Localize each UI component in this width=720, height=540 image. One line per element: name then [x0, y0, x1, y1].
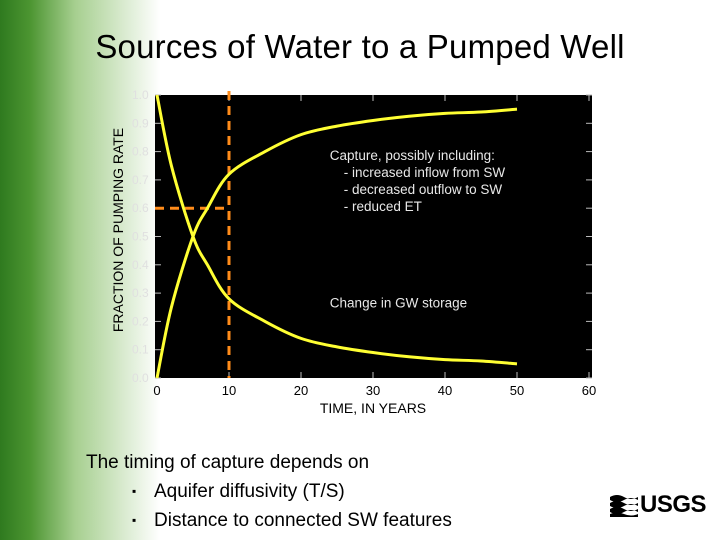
x-tick-label: 50: [510, 383, 524, 398]
x-ticks: 0 10 20 30 40 50 60: [153, 95, 596, 398]
y-tick-label: 0.2: [132, 314, 149, 328]
y-tick-label: 0.5: [132, 230, 149, 244]
y-tick-label: 0.4: [132, 258, 149, 272]
annotations: Capture, possibly including: - increased …: [330, 148, 506, 310]
y-ticks: 0.0 0.1 0.2 0.3 0.4 0.5 0.6 0.7 0.8 0.9 1.0: [132, 88, 592, 385]
x-tick-label: 30: [366, 383, 380, 398]
series-line-1: [155, 107, 518, 379]
y-tick-label: 0.3: [132, 286, 149, 300]
bullet-item-diffusivity: ▪ Aquifer diffusivity (T/S): [86, 477, 452, 506]
bullet-square-icon: ▪: [132, 484, 137, 498]
bullet-text: Distance to connected SW features: [154, 510, 452, 531]
annotation-line: - increased inflow from SW: [344, 165, 506, 180]
bottom-heading: The timing of capture depends on: [86, 452, 370, 473]
x-tick-label: 0: [153, 383, 160, 398]
slide-title: Sources of Water to a Pumped Well: [95, 28, 625, 65]
plot-background: [155, 95, 592, 378]
annotation-line: Capture, possibly including:: [330, 148, 495, 163]
usgs-logo: USGS: [610, 488, 707, 522]
x-tick-label: 10: [222, 383, 236, 398]
y-tick-label: 0.9: [132, 116, 149, 130]
y-tick-label: 0.8: [132, 145, 149, 159]
bullet-text: Aquifer diffusivity (T/S): [154, 481, 345, 502]
annotation-1: Capture, possibly including: - increased …: [330, 148, 506, 214]
bullet-item-distance: ▪ Distance to connected SW features: [86, 506, 452, 535]
y-tick-label: 1.0: [132, 88, 149, 102]
x-axis-label: TIME, IN YEARS: [320, 400, 426, 416]
y-tick-label: 0.7: [132, 173, 149, 187]
annotation-line: - reduced ET: [344, 199, 422, 214]
annotation-line: - decreased outflow to SW: [344, 182, 503, 197]
y-tick-label: 0.0: [132, 371, 149, 385]
annotation-line: Change in GW storage: [330, 295, 467, 310]
usgs-wave-icon: [610, 495, 638, 517]
y-tick-label: 0.6: [132, 201, 149, 215]
y-tick-label: 0.1: [132, 343, 149, 357]
series-line-2: [155, 94, 518, 366]
x-tick-label: 60: [582, 383, 596, 398]
bottom-text: The timing of capture depends on ▪ Aquife…: [86, 448, 452, 535]
x-tick-label: 40: [438, 383, 452, 398]
usgs-wordmark: USGS: [639, 491, 707, 518]
annotation-2: Change in GW storage: [330, 295, 467, 310]
bullet-square-icon: ▪: [132, 513, 137, 527]
x-tick-label: 20: [294, 383, 308, 398]
reference-lines: [155, 91, 231, 378]
series-group: [155, 94, 518, 379]
